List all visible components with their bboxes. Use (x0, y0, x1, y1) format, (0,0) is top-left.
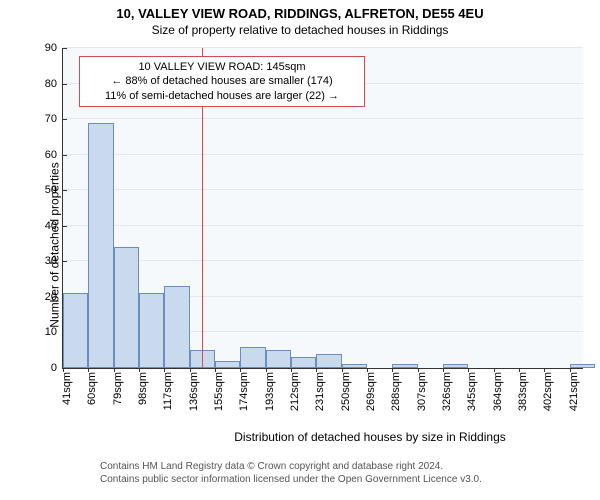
chart-container: 10, VALLEY VIEW ROAD, RIDDINGS, ALFRETON… (0, 0, 600, 500)
gridline (63, 118, 583, 119)
histogram-bar (215, 361, 240, 368)
x-tick-label: 136sqm (188, 368, 200, 411)
x-tick-label: 250sqm (340, 368, 352, 411)
x-tick-label: 383sqm (517, 368, 529, 411)
x-tick-label: 98sqm (137, 368, 149, 405)
x-tick-label: 421sqm (568, 368, 580, 411)
title-sub: Size of property relative to detached ho… (0, 21, 600, 37)
y-tick-label: 60 (45, 149, 63, 161)
x-tick-label: 79sqm (112, 368, 124, 405)
x-tick-label: 193sqm (264, 368, 276, 411)
x-tick-label: 231sqm (314, 368, 326, 411)
histogram-bar (164, 286, 189, 368)
histogram-bar (266, 350, 291, 368)
histogram-bar (114, 247, 139, 368)
histogram-bar (139, 293, 164, 368)
y-axis-label: Number of detached properties (48, 162, 62, 327)
x-tick-label: 174sqm (238, 368, 250, 411)
annotation-line: ← 88% of detached houses are smaller (17… (86, 74, 358, 88)
gridline (63, 47, 583, 48)
histogram-bar (316, 354, 341, 368)
gridline (63, 189, 583, 190)
x-tick-label: 269sqm (365, 368, 377, 411)
footer-line1: Contains HM Land Registry data © Crown c… (100, 460, 482, 473)
x-tick-label: 288sqm (390, 368, 402, 411)
annotation-box: 10 VALLEY VIEW ROAD: 145sqm← 88% of deta… (79, 56, 365, 107)
gridline (63, 260, 583, 261)
y-tick-label: 80 (45, 78, 63, 90)
annotation-line: 11% of semi-detached houses are larger (… (86, 89, 358, 103)
x-tick-label: 60sqm (86, 368, 98, 405)
x-tick-label: 41sqm (61, 368, 73, 405)
histogram-bar (63, 293, 88, 368)
gridline (63, 225, 583, 226)
y-tick-label: 10 (45, 326, 63, 338)
footer-line2: Contains public sector information licen… (100, 473, 482, 486)
histogram-bar (291, 357, 316, 368)
annotation-line: 10 VALLEY VIEW ROAD: 145sqm (86, 60, 358, 74)
x-tick-label: 364sqm (492, 368, 504, 411)
histogram-bar (240, 347, 265, 368)
x-tick-label: 117sqm (162, 368, 174, 410)
y-tick-label: 90 (45, 42, 63, 54)
histogram-bar (88, 123, 113, 368)
title-main: 10, VALLEY VIEW ROAD, RIDDINGS, ALFRETON… (0, 0, 600, 21)
x-tick-label: 326sqm (441, 368, 453, 411)
y-tick-label: 70 (45, 113, 63, 125)
x-tick-label: 212sqm (289, 368, 301, 411)
x-tick-label: 402sqm (542, 368, 554, 411)
x-axis-label: Distribution of detached houses by size … (160, 430, 580, 444)
footer-credits: Contains HM Land Registry data © Crown c… (100, 460, 482, 486)
gridline (63, 154, 583, 155)
plot-area: 010203040506070809041sqm60sqm79sqm98sqm1… (62, 48, 583, 369)
x-tick-label: 345sqm (466, 368, 478, 411)
x-tick-label: 307sqm (416, 368, 428, 411)
x-tick-label: 155sqm (213, 368, 225, 411)
